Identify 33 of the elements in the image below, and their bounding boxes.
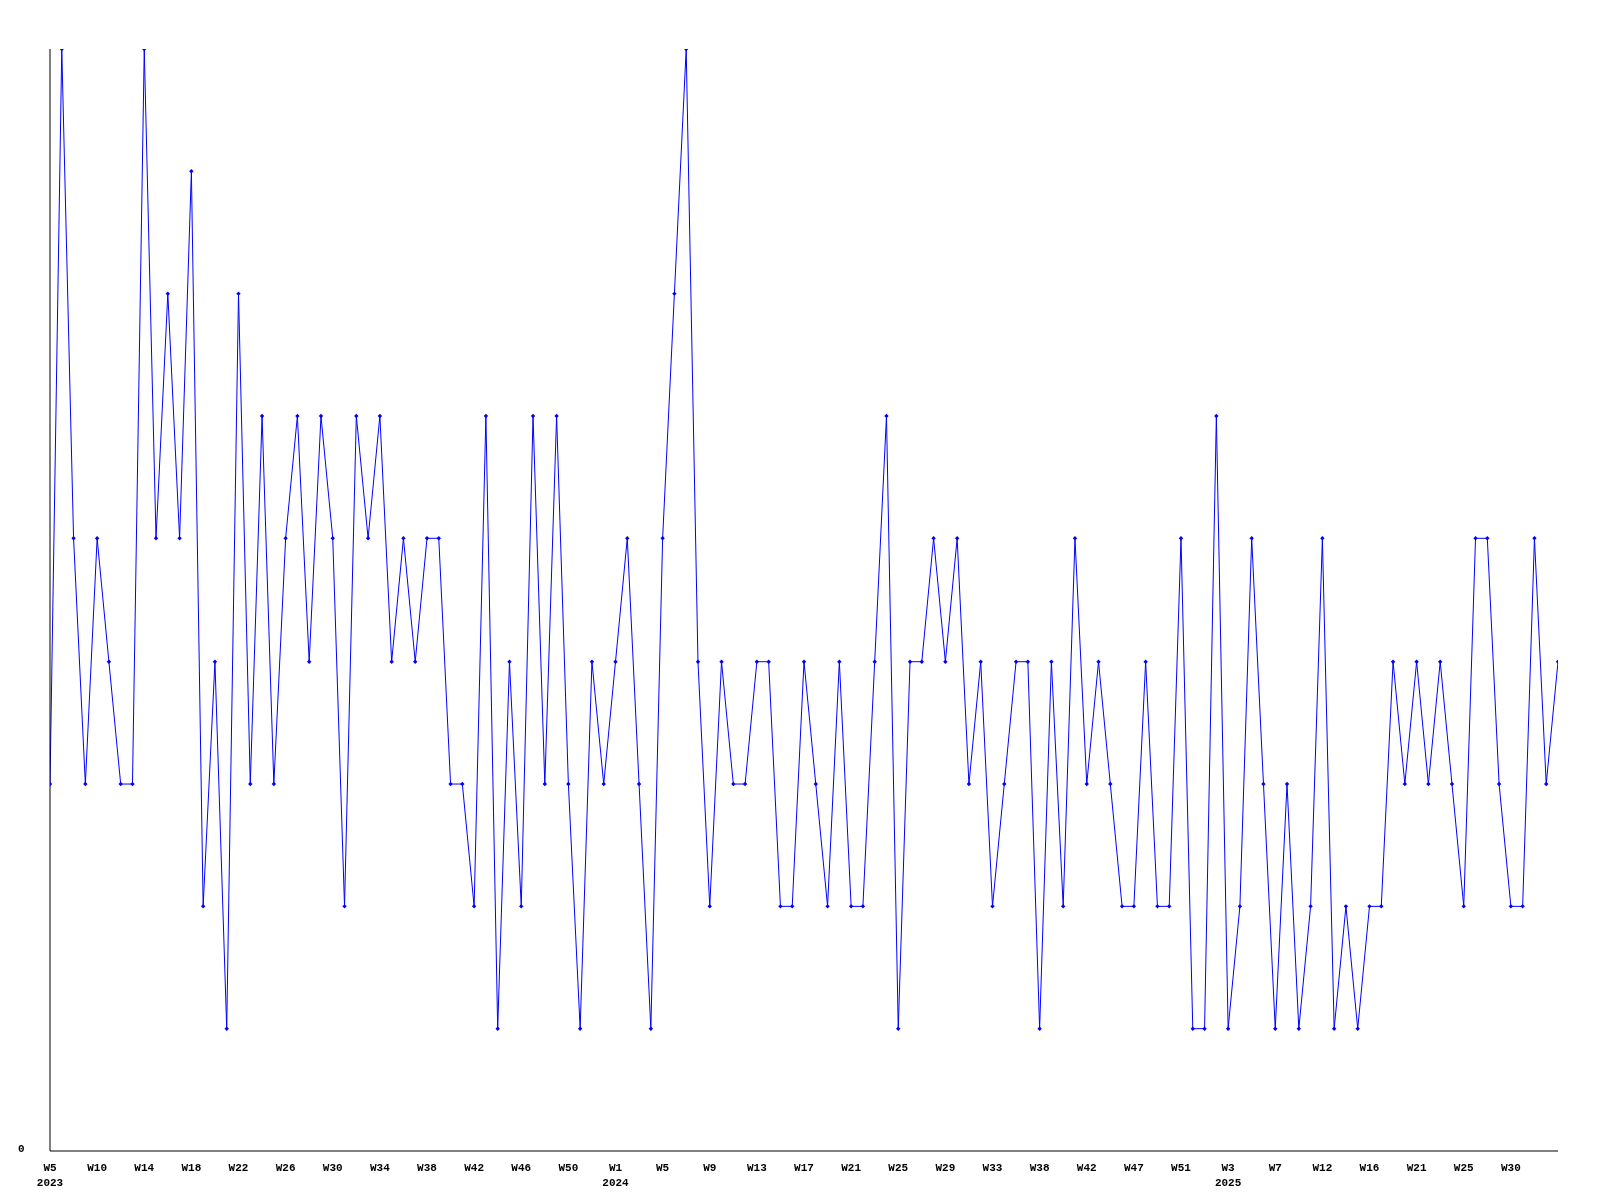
x-tick-label: W25 xyxy=(1453,1162,1475,1174)
x-tick-label: W3 2025 xyxy=(1214,1162,1242,1189)
x-tick-label: W42 xyxy=(464,1162,485,1174)
x-tick-label: W47 xyxy=(1123,1162,1144,1174)
text: 0 xyxy=(18,1143,25,1155)
x-tick-label: W42 xyxy=(1076,1162,1097,1174)
x-tick-label: W51 xyxy=(1171,1162,1192,1174)
x-tick-label: W14 xyxy=(134,1162,155,1174)
x-tick-label: W46 xyxy=(511,1162,532,1174)
x-tick-label: W5 2023 xyxy=(36,1162,64,1189)
x-tick-label: W5 xyxy=(656,1162,670,1174)
x-tick-label: W21 xyxy=(1406,1162,1427,1174)
x-tick-label: W33 xyxy=(982,1162,1003,1174)
x-tick-label: W30 xyxy=(1500,1162,1521,1174)
x-tick-label: W50 xyxy=(558,1162,579,1174)
x-tick-label: W7 xyxy=(1268,1162,1282,1174)
x-tick-label: W17 xyxy=(794,1162,814,1174)
x-tick-label: W16 xyxy=(1359,1162,1380,1174)
x-tick-label: W38 xyxy=(417,1162,438,1174)
x-tick-label: W12 xyxy=(1312,1162,1333,1174)
x-tick-label: W30 xyxy=(322,1162,343,1174)
x-tick-label: W34 xyxy=(369,1162,391,1174)
x-tick-label: W38 xyxy=(1029,1162,1050,1174)
x-tick-label: W29 xyxy=(935,1162,956,1174)
x-tick-label: W22 xyxy=(228,1162,249,1174)
x-tick-label: W26 xyxy=(275,1162,296,1174)
x-tick-label: W1 2024 xyxy=(602,1162,630,1189)
x-tick-label: W13 xyxy=(746,1162,768,1174)
x-tick-label: W21 xyxy=(841,1162,862,1174)
x-tick-label: W18 xyxy=(181,1162,202,1174)
x-tick-label: W25 xyxy=(888,1162,909,1174)
x-tick-label: W9 xyxy=(703,1162,717,1174)
x-tick-label: W10 xyxy=(87,1162,108,1174)
